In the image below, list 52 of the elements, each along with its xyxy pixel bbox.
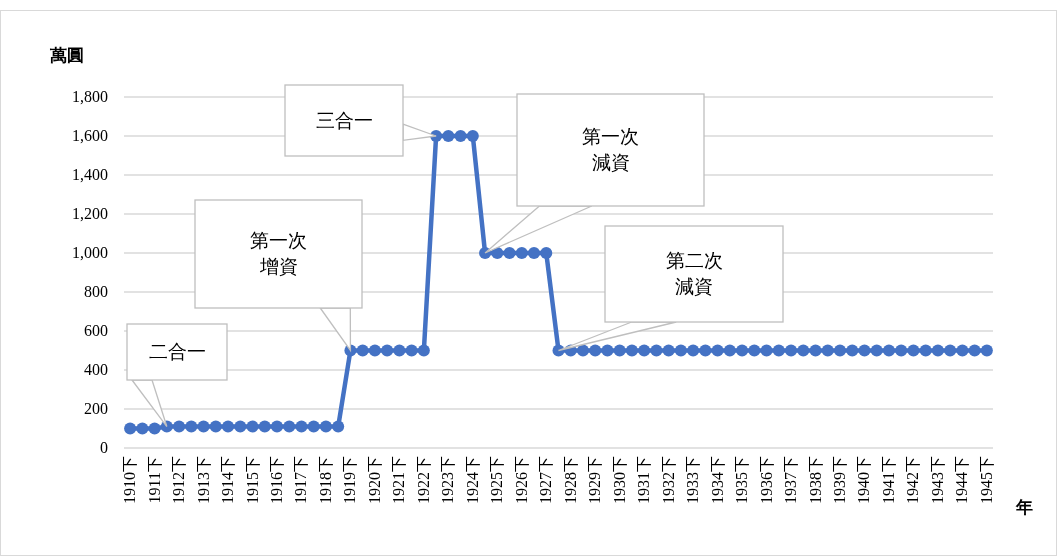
y-tick-label: 1,000 — [72, 244, 108, 261]
y-tick-label: 1,200 — [72, 205, 108, 222]
x-tick-label: 1944下 — [953, 456, 971, 504]
x-tick-label: 1945下 — [977, 456, 995, 504]
x-tick-label: 1940下 — [855, 456, 873, 504]
y-tick-label: 600 — [84, 322, 108, 339]
y-tick-label: 200 — [84, 400, 108, 417]
x-tick-label: 1921下 — [390, 456, 408, 504]
annotation: 第一次增資 — [250, 230, 307, 277]
y-tick-label: 1,400 — [72, 166, 108, 183]
x-tick-label: 1916下 — [267, 456, 285, 504]
x-tick-label: 1911下 — [145, 456, 163, 504]
y-tick-label: 0 — [100, 439, 108, 456]
x-tick-label: 1937下 — [782, 456, 800, 504]
x-axis-title: 年 — [1015, 498, 1033, 517]
x-tick-label: 1928下 — [561, 456, 579, 504]
x-tick-label: 1939下 — [831, 456, 849, 504]
x-tick-label: 1919下 — [341, 456, 359, 504]
x-tick-label: 1934下 — [708, 456, 726, 504]
x-tick-label: 1936下 — [757, 456, 775, 504]
x-tick-label: 1925下 — [488, 456, 506, 504]
x-tick-label: 1923下 — [439, 456, 457, 504]
x-tick-label: 1914下 — [219, 456, 237, 504]
x-tick-label: 1938下 — [806, 456, 824, 504]
annotation: 二合一 — [148, 341, 206, 362]
x-tick-label: 1929下 — [586, 456, 604, 504]
x-tick-label: 1942下 — [904, 456, 922, 504]
x-tick-label: 1941下 — [879, 456, 897, 504]
y-axis-title: 萬圓 — [49, 46, 84, 65]
x-tick-label: 1935下 — [733, 456, 751, 504]
x-tick-label: 1913下 — [194, 456, 212, 504]
x-tick-label: 1912下 — [170, 456, 188, 504]
x-tick-label: 1927下 — [537, 456, 555, 504]
x-tick-label: 1910下 — [121, 456, 139, 504]
y-tick-label: 1,600 — [72, 127, 108, 144]
annotation: 第一次減資 — [582, 126, 639, 173]
x-tick-label: 1931下 — [635, 456, 653, 504]
y-tick-label: 1,800 — [72, 88, 108, 105]
x-tick-label: 1932下 — [659, 456, 677, 504]
x-tick-label: 1933下 — [684, 456, 702, 504]
annotation: 三合一 — [315, 109, 373, 131]
y-tick-label: 800 — [84, 283, 108, 300]
x-tick-label: 1917下 — [292, 456, 310, 504]
x-tick-label: 1918下 — [316, 456, 334, 504]
x-tick-label: 1926下 — [512, 456, 530, 504]
x-tick-label: 1943下 — [928, 456, 946, 504]
x-tick-label: 1920下 — [365, 456, 383, 504]
x-tick-label: 1930下 — [610, 456, 628, 504]
x-tick-label: 1924下 — [463, 456, 481, 504]
y-tick-label: 400 — [84, 361, 108, 378]
x-tick-label: 1922下 — [414, 456, 432, 504]
x-tick-label: 1915下 — [243, 456, 261, 504]
